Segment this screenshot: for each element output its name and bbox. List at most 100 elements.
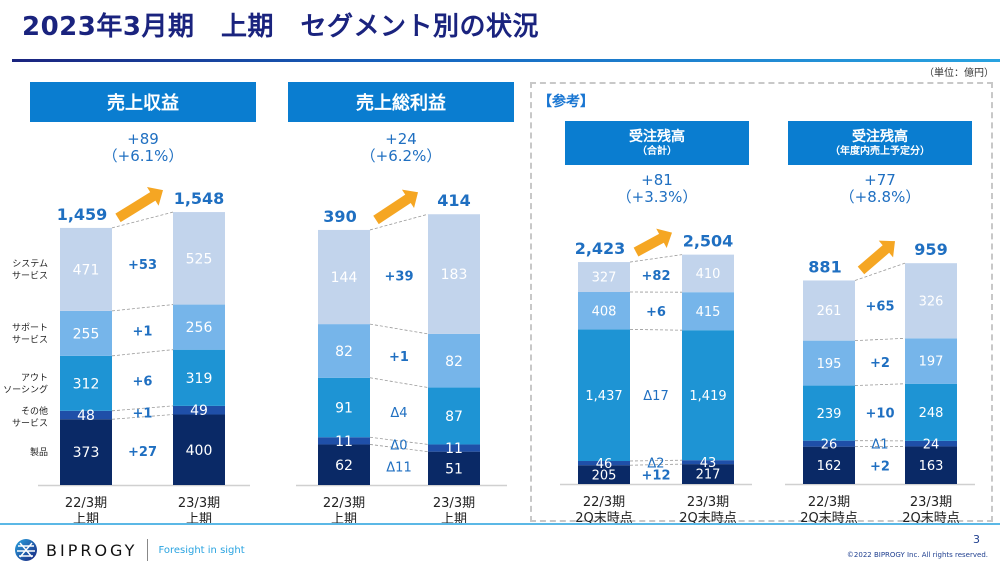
bar-segment <box>318 444 370 485</box>
bar-segment <box>318 437 370 445</box>
segment-name-label: 製品 <box>30 446 48 458</box>
delta-label: Δ4 <box>390 406 407 421</box>
segment-value-label: 410 <box>696 267 721 282</box>
bar-segment <box>803 446 855 484</box>
bar-segment <box>803 340 855 386</box>
bar-segment <box>905 446 957 484</box>
segment-value-label: 24 <box>923 437 940 452</box>
connector-line <box>629 254 683 263</box>
segment-value-label: 26 <box>821 437 838 452</box>
delta-label: Δ2 <box>647 457 664 472</box>
segment-name-label: ソーシング <box>3 383 48 395</box>
reference-box <box>530 82 993 522</box>
segment-value-label: 183 <box>441 267 468 283</box>
delta-label: +53 <box>128 258 157 273</box>
change-value: +24 <box>385 130 417 148</box>
segment-name-label: サポート <box>12 322 48 333</box>
segment-value-label: 11 <box>335 434 353 450</box>
page-number: 3 <box>973 533 980 546</box>
growth-arrow-icon <box>373 189 418 225</box>
category-label: 23/3期 <box>687 495 729 510</box>
category-label: 22/3期 <box>583 495 625 510</box>
change-summary-gross-profit: +24 （+6.2%） <box>288 131 514 165</box>
growth-arrow-icon <box>633 228 672 257</box>
bar-segment <box>428 387 480 445</box>
change-value: +89 <box>127 130 159 148</box>
segment-value-label: 525 <box>186 251 213 267</box>
bar-segment <box>905 383 957 441</box>
segment-value-label: 11 <box>445 441 463 457</box>
delta-label: +6 <box>646 305 666 320</box>
logo-separator <box>147 539 149 561</box>
segment-name-label: アウト <box>21 372 48 383</box>
connector-line <box>111 414 174 420</box>
connector-line <box>111 304 174 312</box>
panel-header-backlog-fy: 受注残高 （年度内売上予定分） <box>788 121 972 165</box>
segment-value-label: 197 <box>919 355 944 370</box>
bar-segment <box>428 214 480 334</box>
bar-segment <box>318 229 370 325</box>
segment-value-label: 144 <box>331 270 358 286</box>
bar-segment <box>173 405 225 415</box>
delta-label: +39 <box>385 270 414 285</box>
delta-label: +82 <box>642 269 671 284</box>
bar-segment <box>173 414 225 485</box>
segment-value-label: 49 <box>190 403 208 419</box>
change-summary-revenue: +89 （+6.1%） <box>30 131 256 165</box>
change-percent: （+6.2%） <box>360 147 442 165</box>
bar-segment <box>60 355 112 411</box>
total-label-prev: 881 <box>808 257 841 276</box>
total-label-prev: 2,423 <box>575 239 626 258</box>
segment-name-label: サービス <box>12 270 48 281</box>
segment-value-label: 256 <box>186 320 213 336</box>
segment-value-label: 82 <box>335 344 353 360</box>
bar-segment <box>578 292 630 330</box>
delta-label: +2 <box>870 459 890 474</box>
segment-name-label: サービス <box>12 418 48 429</box>
bar-segment <box>60 410 112 420</box>
connector-line <box>629 328 683 331</box>
bar-segment <box>578 465 630 484</box>
segment-value-label: 1,419 <box>689 389 726 404</box>
change-summary-backlog-fy: +77 （+8.8%） <box>788 172 972 206</box>
bar-segment <box>578 329 630 462</box>
connector-line <box>629 459 683 462</box>
bar-segment <box>803 385 855 441</box>
segment-value-label: 46 <box>596 457 613 472</box>
page-title: 2023年3月期 上期 セグメント別の状況 <box>22 12 539 42</box>
biprogy-logo-icon <box>15 539 37 561</box>
connector-line <box>111 211 174 229</box>
connector-line <box>369 323 429 335</box>
delta-label: +12 <box>642 468 671 483</box>
delta-label: Δ17 <box>643 389 668 404</box>
category-label: 23/3期 <box>178 496 220 511</box>
total-label-curr: 414 <box>437 191 470 210</box>
segment-value-label: 327 <box>592 271 617 286</box>
segment-value-label: 205 <box>592 468 617 483</box>
segment-value-label: 373 <box>73 445 100 461</box>
category-label: 23/3期 <box>433 496 475 511</box>
segment-value-label: 239 <box>817 407 842 422</box>
segment-value-label: 82 <box>445 354 463 370</box>
category-label: 22/3期 <box>65 496 107 511</box>
connector-line <box>369 213 429 231</box>
total-label-curr: 1,548 <box>174 189 225 208</box>
copyright: ©2022 BIPROGY Inc. All rights reserved. <box>846 551 988 559</box>
change-summary-backlog-total: +81 （+3.3%） <box>565 172 749 206</box>
bar-segment <box>428 444 480 452</box>
reference-label: 【参考】 <box>538 94 594 110</box>
change-value: +81 <box>641 171 673 189</box>
segment-value-label: 326 <box>919 294 944 309</box>
panel-header-backlog-total: 受注残高 （合計） <box>565 121 749 165</box>
segment-value-label: 255 <box>73 326 100 342</box>
tagline: Foresight in sight <box>158 544 245 556</box>
segment-value-label: 62 <box>335 458 353 474</box>
category-label: 2Q末時点 <box>575 511 633 526</box>
bar-segment <box>60 227 112 311</box>
connector-line <box>111 405 174 412</box>
brand-name: BIPROGY <box>46 540 138 560</box>
panel-header-gross-profit: 売上総利益 <box>288 82 514 122</box>
panel-header-revenue: 売上収益 <box>30 82 256 122</box>
bar-segment <box>682 464 734 484</box>
